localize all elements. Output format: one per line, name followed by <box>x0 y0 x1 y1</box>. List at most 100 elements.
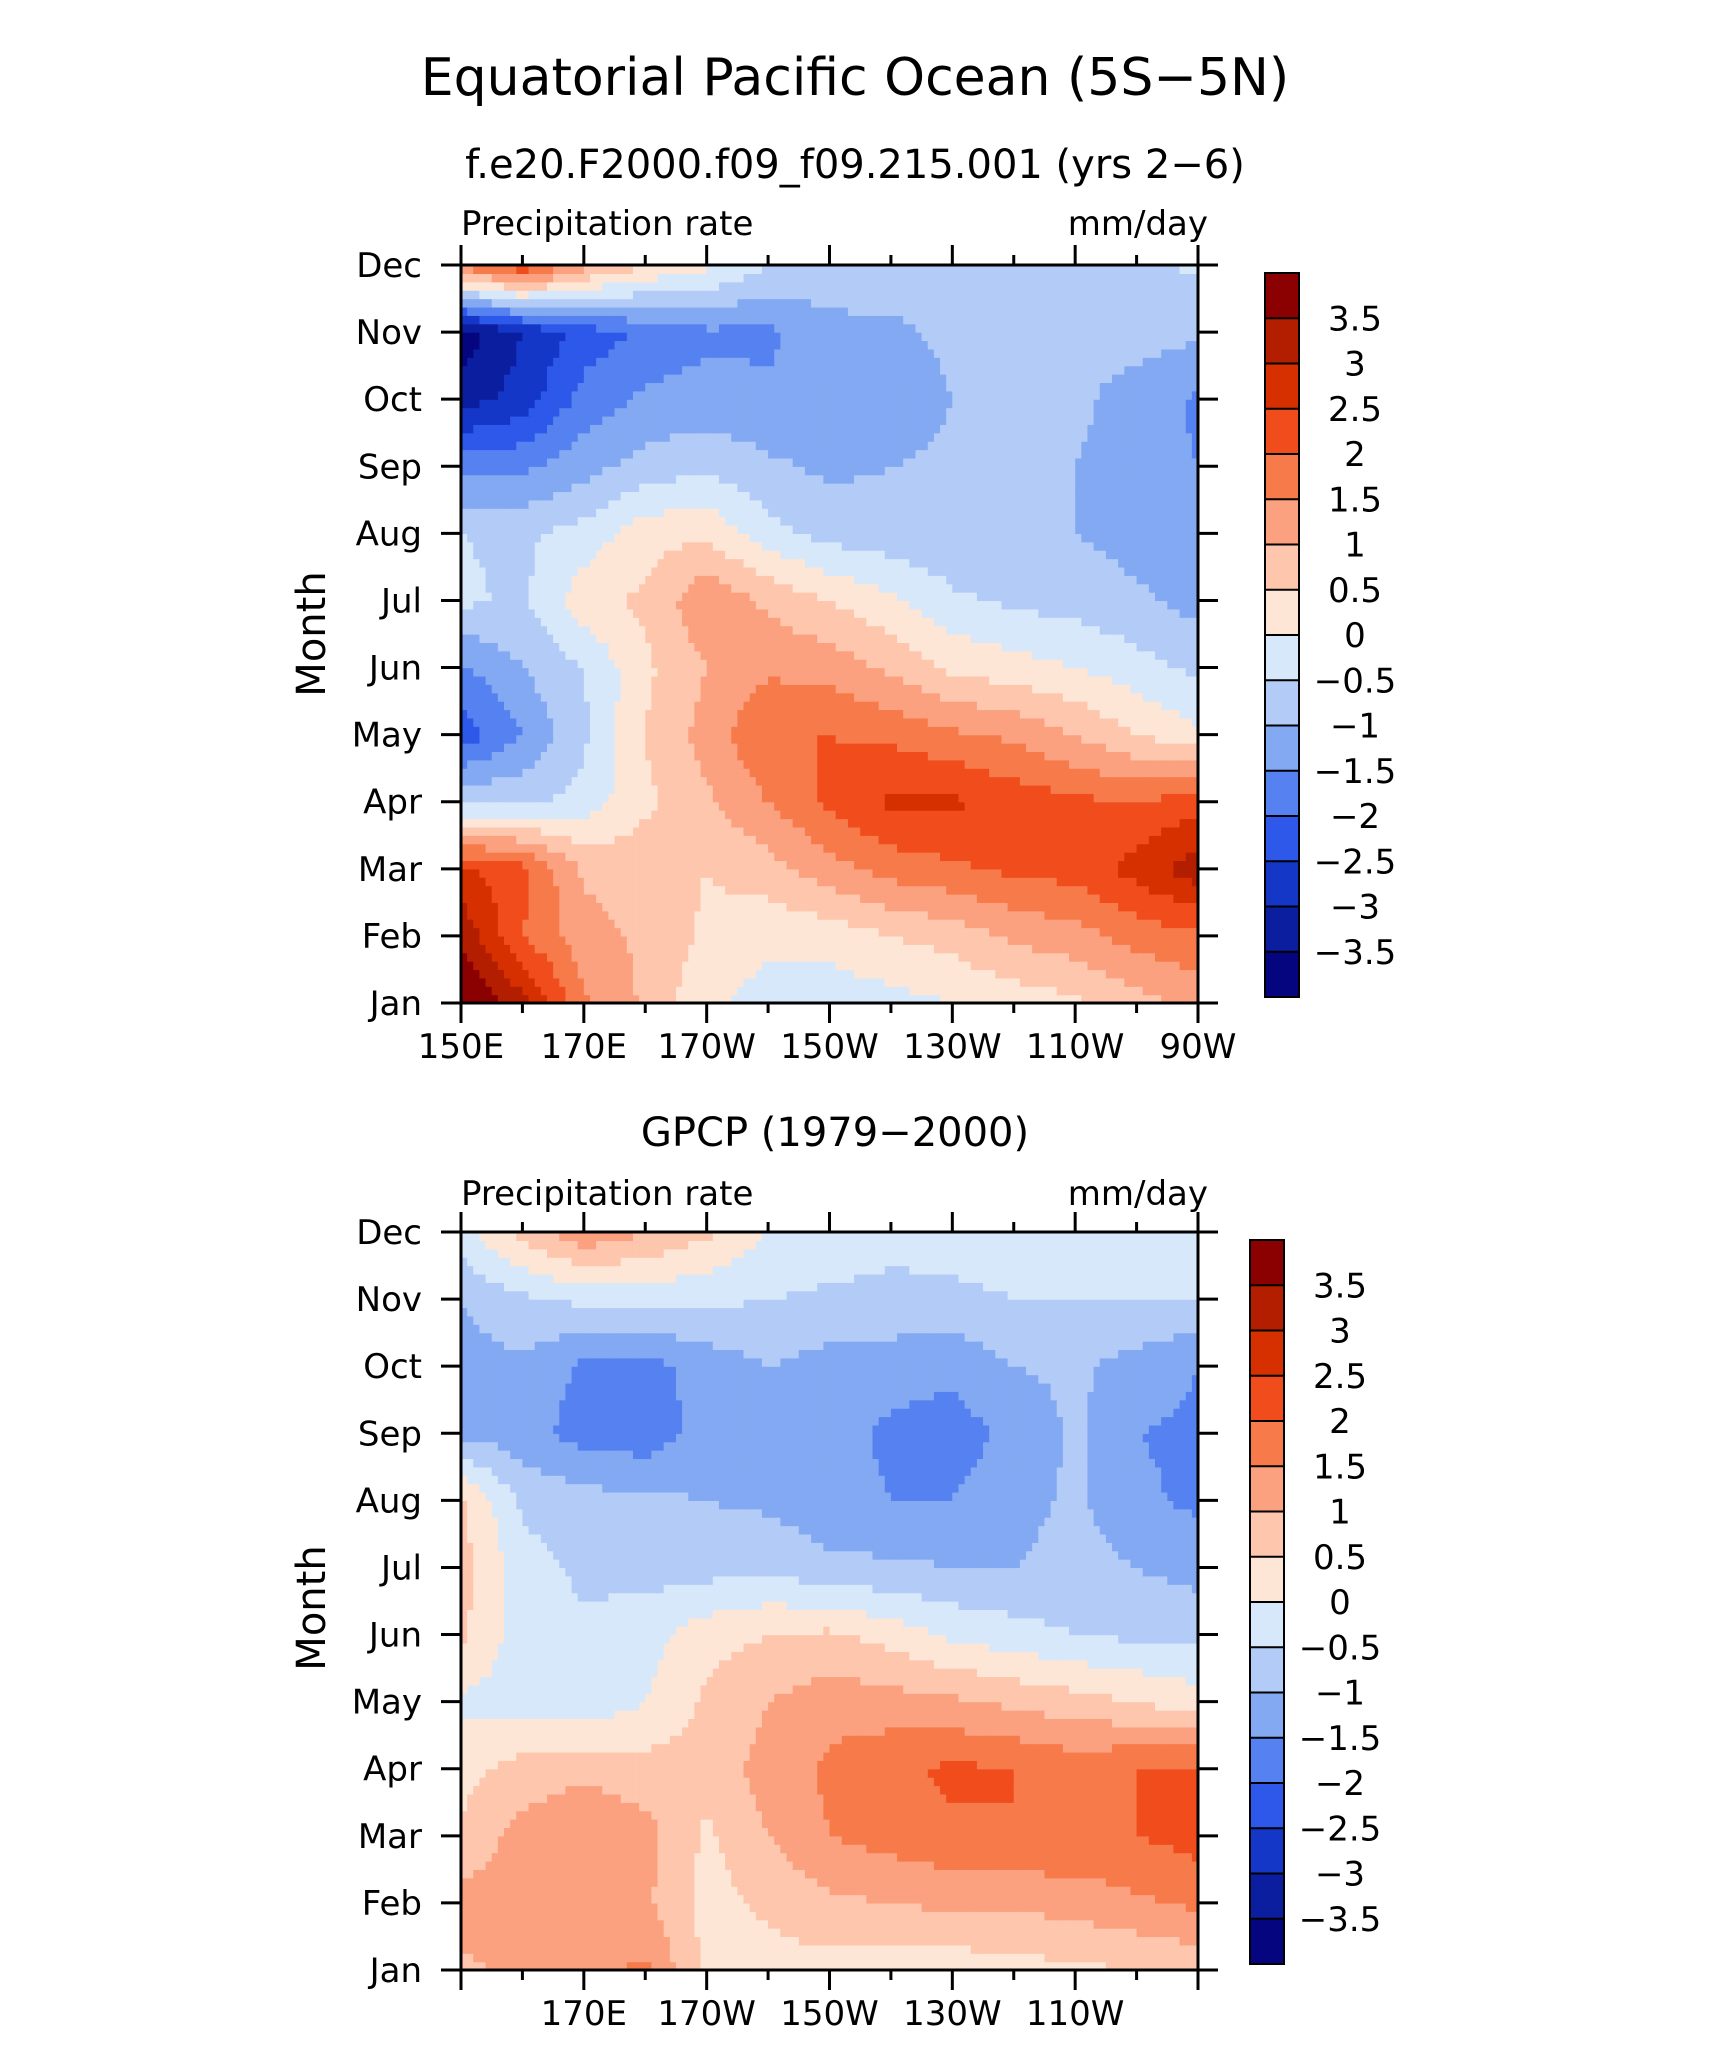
panel-model-cell <box>725 868 732 878</box>
panel-model-cell <box>510 810 517 820</box>
panel-model-cell <box>1001 910 1009 920</box>
panel-model-cell <box>706 902 714 912</box>
panel-model-cell <box>626 843 634 853</box>
panel-model-cell <box>755 726 763 736</box>
panel-model-cell <box>706 860 714 870</box>
panel-model-cell <box>596 801 603 811</box>
panel-model-cell <box>958 826 966 836</box>
panel-model-cell <box>626 835 634 845</box>
panel-model-cell <box>571 843 579 853</box>
panel-model-cell <box>1075 986 1082 996</box>
panel-model-cell <box>639 986 646 996</box>
panel-model-cell <box>903 994 910 1004</box>
panel-model-cell <box>1185 961 1193 971</box>
panel-model-cell <box>522 759 530 769</box>
panel-model-cell <box>780 969 788 979</box>
panel-model-cell <box>1105 952 1113 962</box>
panel-model-cell <box>1056 826 1064 836</box>
panel-model-cell <box>485 902 493 912</box>
panel-model-cell <box>976 726 984 736</box>
panel-model-cell <box>774 784 781 794</box>
panel-model-cell <box>461 952 468 962</box>
panel-model-cell <box>540 969 548 979</box>
panel-model-cell <box>1118 743 1125 753</box>
panel-model-cell <box>639 843 646 853</box>
panel-model-cell <box>1019 717 1027 727</box>
panel-model-cell <box>669 759 677 769</box>
panel-model-cell <box>1001 843 1009 853</box>
panel-model-cell <box>884 826 892 836</box>
panel-model-cell <box>921 768 929 778</box>
panel-model-cell <box>473 684 481 694</box>
panel-model-cell <box>553 843 560 853</box>
panel-model-cell <box>510 969 517 979</box>
panel-model-cell <box>811 810 818 820</box>
panel-model-cell <box>909 961 917 971</box>
panel-model-cell <box>645 868 652 878</box>
panel-model-cell <box>1075 952 1082 962</box>
panel-model-cell <box>1038 977 1046 987</box>
panel-model-cell <box>780 776 788 786</box>
panel-model-cell <box>1007 734 1015 744</box>
panel-model-cell <box>639 868 646 878</box>
panel-model-cell <box>497 776 505 786</box>
panel-model-cell <box>1155 793 1162 803</box>
panel-model-cell <box>516 910 524 920</box>
panel-model-cell <box>1167 726 1175 736</box>
panel-model-cell <box>835 885 843 895</box>
panel-model-cell <box>657 852 665 862</box>
panel-model-cell <box>725 726 732 736</box>
panel-model-cell <box>651 659 659 669</box>
panel-model-cell <box>491 843 499 853</box>
panel-model-cell <box>602 751 609 761</box>
panel-model-cell <box>571 910 579 920</box>
panel-model-cell <box>1191 751 1199 761</box>
panel-model-cell <box>534 659 542 669</box>
panel-model-cell <box>1148 961 1156 971</box>
panel-model-cell <box>878 692 886 702</box>
panel-model-cell <box>1155 810 1162 820</box>
panel-model-cell <box>602 868 609 878</box>
panel-model-cell <box>571 751 579 761</box>
panel-model-cell <box>1099 944 1107 954</box>
panel-model-cell <box>1105 919 1113 929</box>
panel-model-cell <box>995 751 1003 761</box>
panel-model-cell <box>725 793 732 803</box>
panel-model-cell <box>976 893 984 903</box>
panel-model-cell <box>1038 726 1046 736</box>
panel-model-cell <box>743 961 751 971</box>
panel-model-cell <box>583 860 591 870</box>
panel-model-cell <box>798 717 806 727</box>
panel-model-cell <box>915 927 923 937</box>
panel-model-cell <box>964 751 972 761</box>
panel-model-cell <box>958 961 966 971</box>
panel-model-cell <box>976 868 984 878</box>
panel-model-cell <box>854 910 861 920</box>
panel-model-cell <box>620 667 628 677</box>
panel-model-cell <box>682 709 689 719</box>
panel-model-cell <box>847 835 855 845</box>
panel-model-cell <box>792 919 800 929</box>
panel-model-cell <box>706 935 714 945</box>
panel-model-cell <box>1087 860 1095 870</box>
panel-model-cell <box>1087 793 1095 803</box>
panel-model-cell <box>503 952 511 962</box>
panel-model-cell <box>798 701 806 711</box>
panel-model-cell <box>510 734 517 744</box>
panel-model-cell <box>718 768 726 778</box>
panel-model-cell <box>1148 843 1156 853</box>
panel-model-cell <box>915 751 923 761</box>
panel-model-cell <box>933 877 941 887</box>
panel-model-cell <box>1056 910 1064 920</box>
panel-model-cell <box>688 910 695 920</box>
panel-model-cell <box>522 977 530 987</box>
panel-model-cell <box>743 944 751 954</box>
panel-model-cell <box>933 684 941 694</box>
panel-model-cell <box>546 734 554 744</box>
panel-model-cell <box>712 709 720 719</box>
panel-model-cell <box>1038 877 1046 887</box>
panel-model-cell <box>1112 717 1119 727</box>
panel-model-cell <box>731 952 738 962</box>
panel-model-cell <box>1161 877 1168 887</box>
panel-model-cell <box>1044 726 1052 736</box>
